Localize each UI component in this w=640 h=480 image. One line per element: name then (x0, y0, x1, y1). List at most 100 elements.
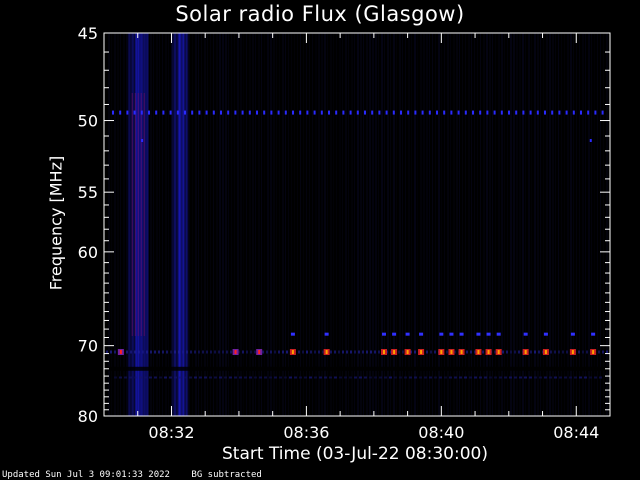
background-streak (306, 33, 307, 416)
narrowband-dot (263, 110, 266, 115)
narrowband-dot (148, 110, 150, 115)
narrowband-dot (133, 110, 136, 115)
interference-line (166, 350, 168, 354)
narrowband-dot (313, 110, 316, 115)
narrowband-dot (450, 110, 453, 115)
interference-spot-core (440, 350, 443, 355)
background-streak (150, 33, 152, 416)
background-streak (498, 33, 500, 416)
weak-line-dot (399, 376, 402, 379)
narrowband-dot (558, 110, 561, 115)
background-streak (225, 33, 227, 416)
weak-line-dot (254, 376, 257, 379)
background-streak (255, 33, 256, 416)
weak-line-dot (419, 332, 424, 336)
interference-line (362, 350, 364, 354)
weak-line-dot (274, 376, 277, 379)
weak-line-dot (444, 376, 447, 379)
interference-line (482, 350, 484, 354)
narrowband-dot (565, 110, 568, 115)
background-streak (207, 33, 208, 416)
background-streak (402, 33, 403, 416)
narrowband-dot (284, 110, 287, 115)
narrowband-dot (205, 110, 208, 115)
narrowband-dot (544, 110, 546, 115)
burst-column (145, 33, 147, 416)
weak-line-dot (124, 376, 127, 379)
background-streak (564, 33, 565, 416)
interference-line (170, 350, 172, 354)
weak-line-dot (339, 376, 342, 379)
weak-line-dot (569, 376, 572, 379)
interference-spot-core (406, 350, 409, 355)
weak-line-dot (184, 376, 187, 379)
burst-column (132, 33, 134, 416)
background-streak (579, 33, 580, 416)
background-streak (384, 33, 385, 416)
interference-line (186, 350, 188, 354)
narrowband-dot (335, 110, 338, 115)
weak-line-dot (514, 376, 517, 379)
background-streak (438, 33, 440, 416)
background-streak (348, 33, 349, 416)
narrowband-dot (198, 110, 201, 115)
weak-line-dot (374, 376, 377, 379)
interference-line (514, 350, 516, 354)
weak-line-dot (479, 376, 482, 379)
interference-line (430, 350, 432, 354)
background-streak (603, 33, 604, 416)
background-streak (249, 33, 251, 416)
interference-spot-core (477, 350, 480, 355)
weak-line-dot (204, 376, 207, 379)
background-streak (591, 33, 592, 416)
y-tick-label: 60 (78, 243, 98, 262)
weak-line-dot (334, 376, 337, 379)
weak-line-dot (584, 376, 587, 379)
background-streak (345, 33, 347, 416)
weak-line-dot (489, 376, 492, 379)
background-streak (270, 33, 272, 416)
weak-line-dot (249, 376, 252, 379)
weak-line-dot (259, 376, 262, 379)
background-streak (285, 33, 286, 416)
interference-line (130, 350, 132, 354)
narrowband-dot (227, 110, 230, 115)
burst-column (177, 33, 179, 416)
background-streak (537, 33, 539, 416)
burst-column (127, 33, 129, 416)
interference-spot-core (119, 350, 122, 355)
interference-spot-core (450, 350, 453, 355)
burst-column (179, 33, 181, 416)
background-streak (303, 33, 304, 416)
background-streak (516, 33, 518, 416)
narrowband-dot (428, 110, 431, 115)
narrowband-dot (155, 110, 158, 115)
background-streak (267, 33, 269, 416)
interference-spot-core (487, 350, 490, 355)
background-streak (453, 33, 455, 416)
background-streak (288, 33, 289, 416)
interference-line (502, 350, 504, 354)
weak-line-dot (219, 376, 222, 379)
narrowband-dot (270, 110, 273, 115)
interference-line (154, 350, 156, 354)
background-streak (525, 33, 526, 416)
interference-line (306, 350, 308, 354)
y-axis-title: Frequency [MHz] (46, 155, 66, 291)
interference-line (602, 350, 604, 354)
interference-line (598, 350, 600, 354)
interference-line (566, 350, 568, 354)
background-streak (117, 33, 119, 416)
weak-line-dot (519, 376, 522, 379)
background-streak (315, 33, 317, 416)
interference-spot-core (382, 350, 385, 355)
weak-line-dot (439, 376, 442, 379)
background-streak (147, 33, 148, 416)
weak-line-dot (134, 376, 137, 379)
background-streak (318, 33, 320, 416)
weak-line-dot (394, 376, 397, 379)
narrowband-dot (126, 110, 129, 115)
interference-line (150, 350, 152, 354)
interference-line (286, 350, 288, 354)
interference-line (174, 350, 176, 354)
